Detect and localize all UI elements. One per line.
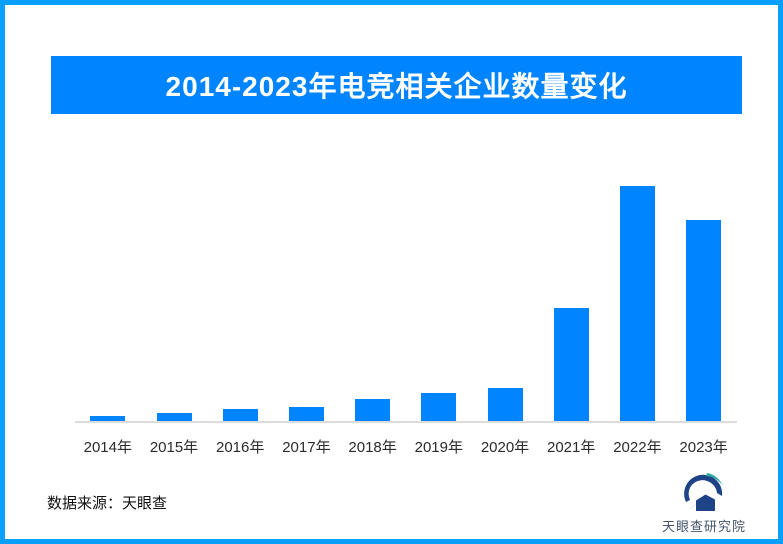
x-tick-label: 2020年 xyxy=(480,439,530,456)
x-tick-label: 2021年 xyxy=(547,439,596,456)
x-axis-line xyxy=(75,421,737,423)
tianyancha-eye-icon xyxy=(684,473,723,511)
x-tick-label: 2023年 xyxy=(679,439,728,456)
bar-2017年 xyxy=(288,407,324,421)
data-source-label: 数据来源：天眼查 xyxy=(47,495,168,512)
logo-text: 天眼查研究院 xyxy=(661,519,746,534)
bar-2015年 xyxy=(156,413,192,421)
tianyancha-research-logo: 天眼查研究院 xyxy=(661,469,747,535)
x-tick-label: 2017年 xyxy=(282,439,331,456)
x-tick-label: 2022年 xyxy=(613,439,662,456)
bar-2021年 xyxy=(553,308,589,421)
bar-2022年 xyxy=(619,186,655,421)
bar-2023年 xyxy=(686,220,722,421)
x-tick-label: 2019年 xyxy=(414,439,463,456)
x-tick-label: 2014年 xyxy=(83,439,132,456)
bar-2019年 xyxy=(421,393,457,421)
bar-chart: 2014年 2015年 2016年 2017年 2018年 2019年 2020年 2021年… xyxy=(5,5,778,539)
bar-2014年 xyxy=(90,416,126,421)
x-tick-label: 2016年 xyxy=(216,439,265,456)
x-tick-label: 2018年 xyxy=(348,439,397,456)
chart-title: 2014-2023年电竞相关企业数量变化 xyxy=(165,71,628,102)
bar-2018年 xyxy=(355,399,391,421)
chart-title-banner: 2014-2023年电竞相关企业数量变化 xyxy=(51,56,742,114)
bar-2016年 xyxy=(222,409,258,421)
bar-2020年 xyxy=(487,388,523,421)
x-tick-label: 2015年 xyxy=(149,439,199,456)
